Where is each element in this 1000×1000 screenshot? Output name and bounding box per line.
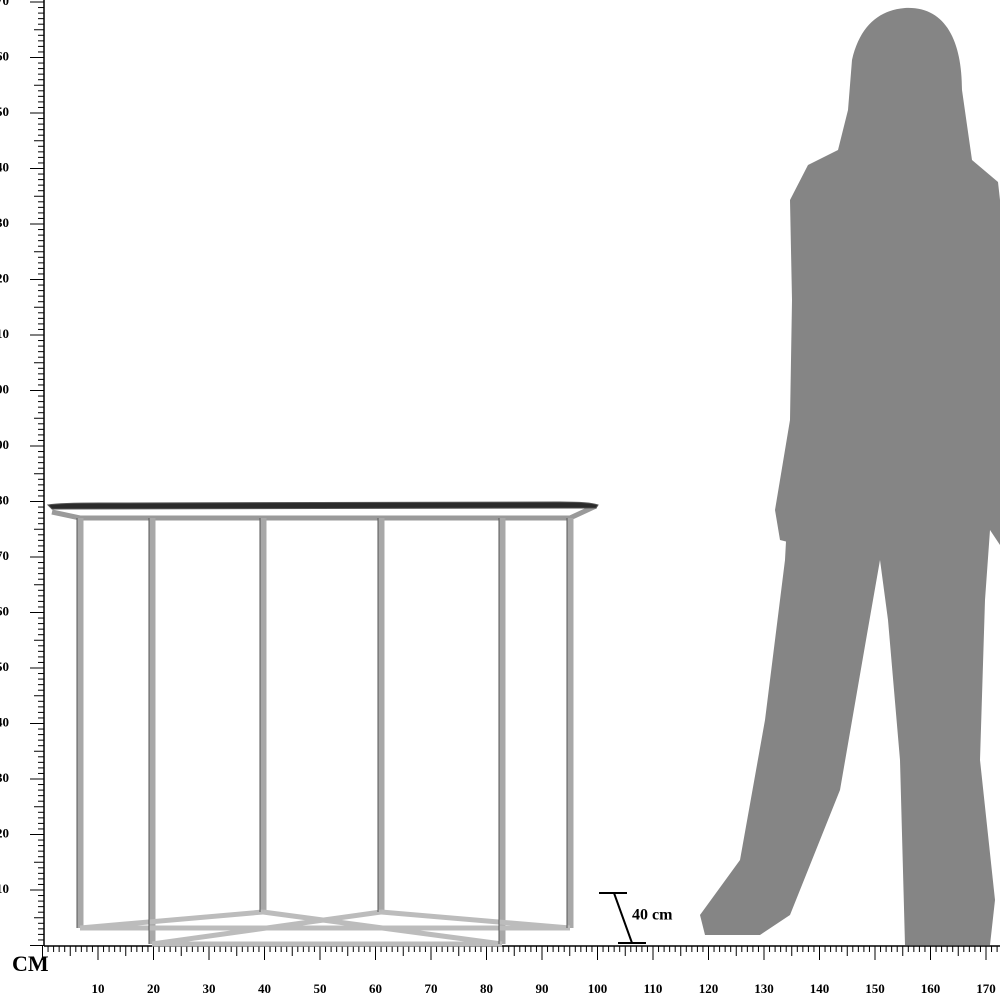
left-ruler-label: 10 <box>0 881 9 896</box>
bottom-ruler-label: 50 <box>314 981 327 996</box>
bottom-ruler-label: 20 <box>147 981 160 996</box>
bottom-ruler-label: 30 <box>203 981 216 996</box>
left-ruler-label: 110 <box>0 326 9 341</box>
bottom-ruler-label: 40 <box>258 981 271 996</box>
bottom-ruler-label: 70 <box>425 981 438 996</box>
bottom-ruler-label: 130 <box>754 981 774 996</box>
height-annotation <box>599 892 646 944</box>
table-top <box>46 501 599 510</box>
unit-label: CM <box>12 951 49 976</box>
left-ruler-label: 100 <box>0 381 9 396</box>
bottom-ruler-label: 120 <box>699 981 719 996</box>
left-ruler-label: 80 <box>0 492 9 507</box>
left-ruler-label: 30 <box>0 770 9 785</box>
bottom-ruler-label: 160 <box>921 981 941 996</box>
bottom-ruler-label: 150 <box>865 981 885 996</box>
bottom-ruler-label: 170 <box>976 981 996 996</box>
left-ruler-label: 50 <box>0 659 9 674</box>
bottom-ruler-label: 10 <box>92 981 105 996</box>
left-ruler-label: 140 <box>0 159 9 174</box>
table-base <box>79 909 571 947</box>
bottom-ruler-label: 100 <box>588 981 608 996</box>
left-ruler-label: 20 <box>0 825 9 840</box>
table-frame <box>51 503 598 521</box>
left-ruler-label: 170 <box>0 0 9 8</box>
bottom-ruler-label: 90 <box>536 981 549 996</box>
left-ruler-label: 130 <box>0 215 9 230</box>
left-ruler-label: 90 <box>0 437 9 452</box>
bottom-ruler-label: 110 <box>644 981 663 996</box>
left-ruler-label: 160 <box>0 48 9 63</box>
annotation-label: 40 cm <box>632 907 673 924</box>
left-ruler-label: 150 <box>0 104 9 119</box>
table <box>46 501 599 947</box>
table-legs <box>76 518 574 944</box>
left-ruler-label: 60 <box>0 603 9 618</box>
person-silhouette <box>700 7 1000 945</box>
left-ruler-label: 40 <box>0 714 9 729</box>
bottom-ruler-label: 60 <box>369 981 382 996</box>
table-leg-edges <box>76 518 568 944</box>
bottom-ruler-label: 80 <box>480 981 493 996</box>
bottom-ruler-label: 140 <box>810 981 830 996</box>
left-ruler-label: 120 <box>0 270 9 285</box>
left-ruler-label: 70 <box>0 548 9 563</box>
